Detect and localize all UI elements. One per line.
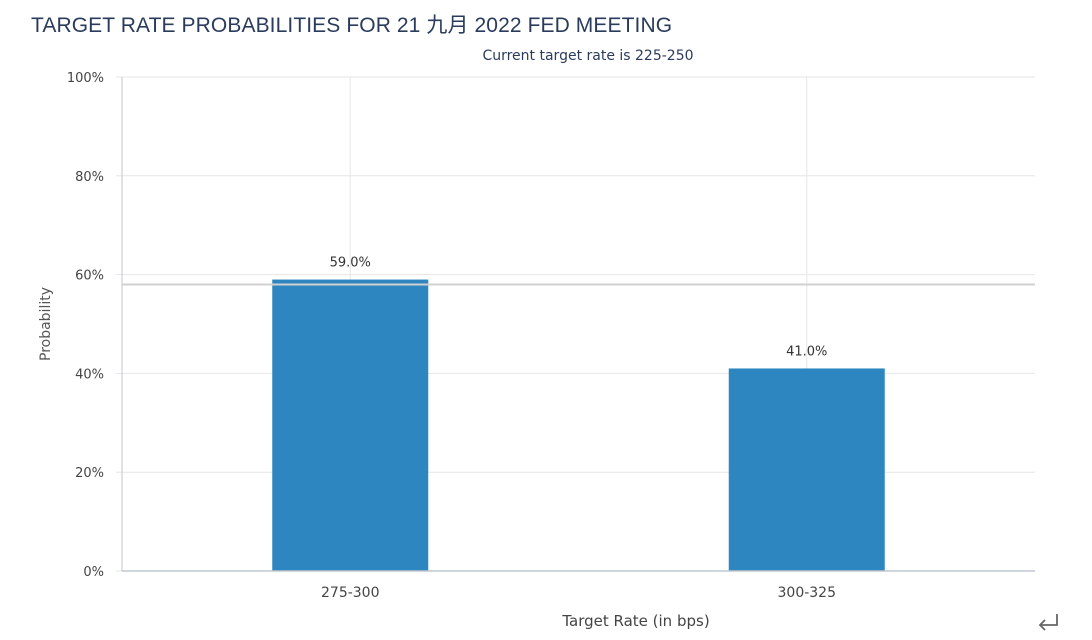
y-tick-label: 60%	[75, 269, 104, 284]
bar-data-labels: 59.0% 41.0%	[330, 256, 828, 360]
y-tick-label: 100%	[67, 71, 104, 86]
page-title: TARGET RATE PROBABILITIES FOR 21 九月 2022…	[31, 14, 673, 37]
y-axis-tick-labels: 0% 20% 40% 60% 80% 100%	[67, 71, 104, 580]
y-axis-label: Probability	[38, 287, 54, 361]
chart-subtitle: Current target rate is 225-250	[482, 48, 693, 64]
return-arrow-icon[interactable]	[1036, 612, 1060, 632]
horizontal-gridlines	[116, 76, 1035, 572]
x-tick-label: 275-300	[321, 585, 380, 601]
bar-data-label: 59.0%	[330, 256, 371, 271]
bar	[728, 368, 885, 571]
y-tick-label: 20%	[75, 466, 104, 481]
bar-data-label: 41.0%	[786, 344, 827, 359]
y-tick-label: 0%	[83, 565, 104, 580]
bar-series	[272, 279, 885, 571]
x-axis-tick-labels: 275-300 300-325	[321, 585, 836, 601]
y-tick-label: 80%	[75, 170, 104, 185]
y-tick-label: 40%	[75, 367, 104, 382]
x-axis-label: Target Rate (in bps)	[561, 612, 709, 630]
bar	[272, 279, 429, 571]
x-tick-label: 300-325	[778, 585, 837, 601]
